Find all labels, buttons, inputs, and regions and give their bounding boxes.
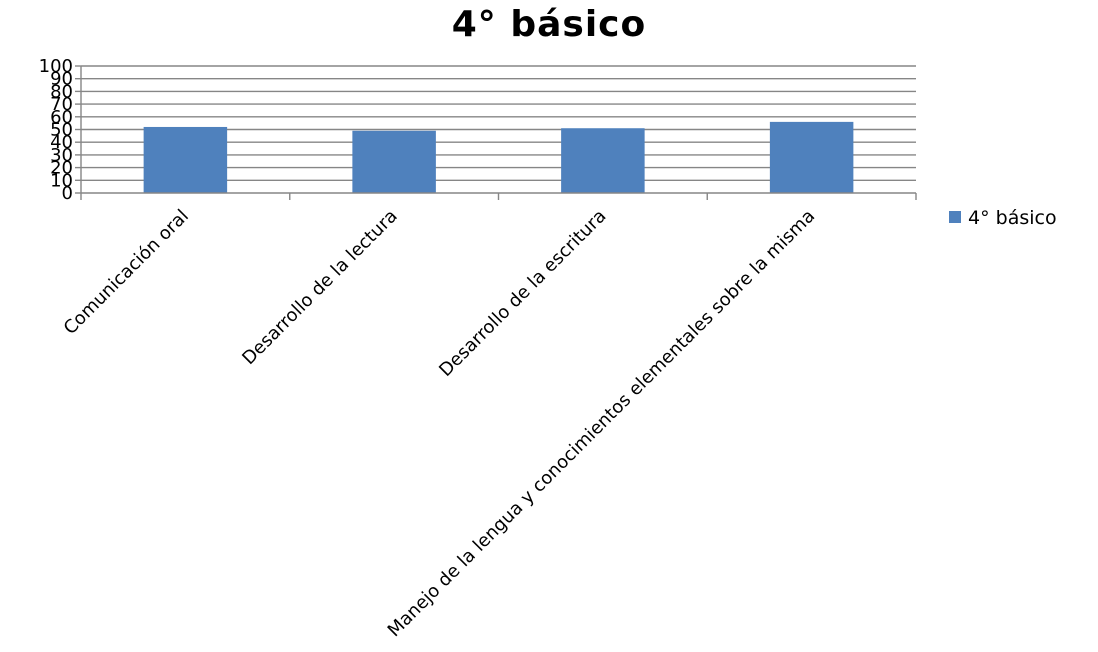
y-tick-label: 60 xyxy=(50,107,73,128)
y-tick-label: 70 xyxy=(50,94,73,115)
legend-label: 4° básico xyxy=(968,207,1057,229)
y-tick-label: 50 xyxy=(50,120,73,141)
x-tick-label: Manejo de la lengua y conocimientos elem… xyxy=(384,206,820,642)
y-tick-label: 40 xyxy=(50,132,73,153)
x-tick-labels: Comunicación oral Desarrollo de la lectur… xyxy=(60,206,819,642)
bar xyxy=(352,130,436,193)
chart-title: 4° básico xyxy=(451,4,647,45)
legend: 4° básico xyxy=(949,207,1057,229)
x-tick-label: Comunicación oral xyxy=(60,206,193,339)
bar xyxy=(143,126,228,193)
x-tick-label: Desarrollo de la escritura xyxy=(435,206,610,381)
y-tick-label: 100 xyxy=(39,56,73,77)
bar xyxy=(769,121,854,193)
y-tick-label: 80 xyxy=(50,81,73,102)
y-tick-label: 10 xyxy=(50,170,73,191)
legend-swatch xyxy=(949,211,961,223)
axes xyxy=(75,65,917,200)
y-tick-label: 90 xyxy=(50,69,73,90)
bar xyxy=(561,128,645,193)
y-tick-label: 30 xyxy=(50,145,73,166)
y-tick-label: 0 xyxy=(62,183,73,204)
y-tick-label: 20 xyxy=(50,158,73,179)
bars xyxy=(143,121,854,193)
x-tick-label: Desarrollo de la lectura xyxy=(238,206,401,369)
